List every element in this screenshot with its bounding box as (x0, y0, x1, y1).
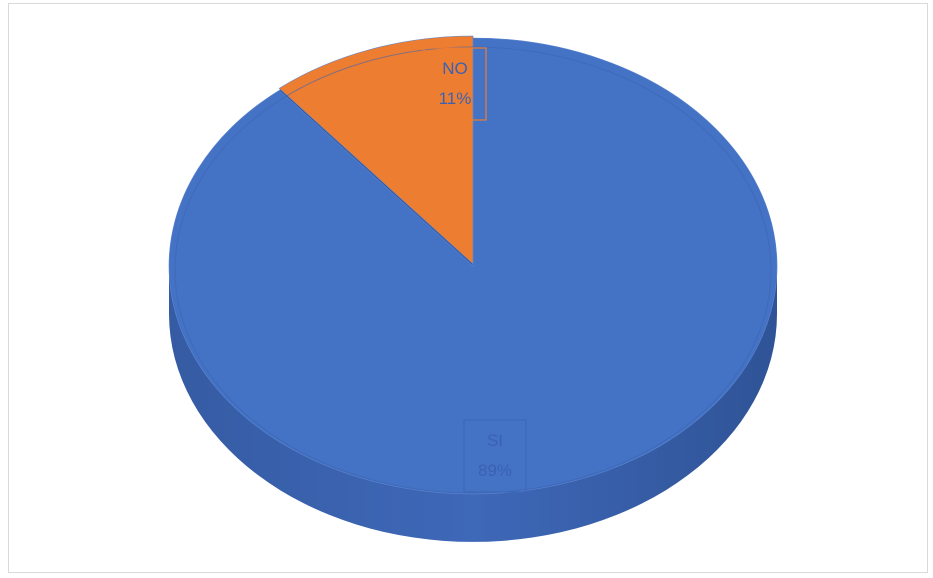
label-si: SI 89% (463, 419, 527, 493)
chart-frame: NO 11% SI 89% (8, 3, 928, 573)
label-si-percent: 89% (478, 461, 512, 480)
pie-side-band (169, 266, 777, 542)
label-si-box (463, 419, 527, 493)
label-si-category: SI (487, 431, 503, 450)
label-no-percent: 11% (439, 89, 472, 108)
label-no: NO 11% (423, 47, 487, 121)
pie-top (168, 35, 778, 495)
pie-side (169, 266, 777, 542)
pie-labels: NO 11% SI 89% (423, 47, 527, 493)
pie-rim (174, 46, 772, 494)
label-no-box (423, 47, 487, 121)
label-no-category: NO (442, 59, 468, 78)
pie-chart: NO 11% SI 89% (168, 35, 778, 542)
